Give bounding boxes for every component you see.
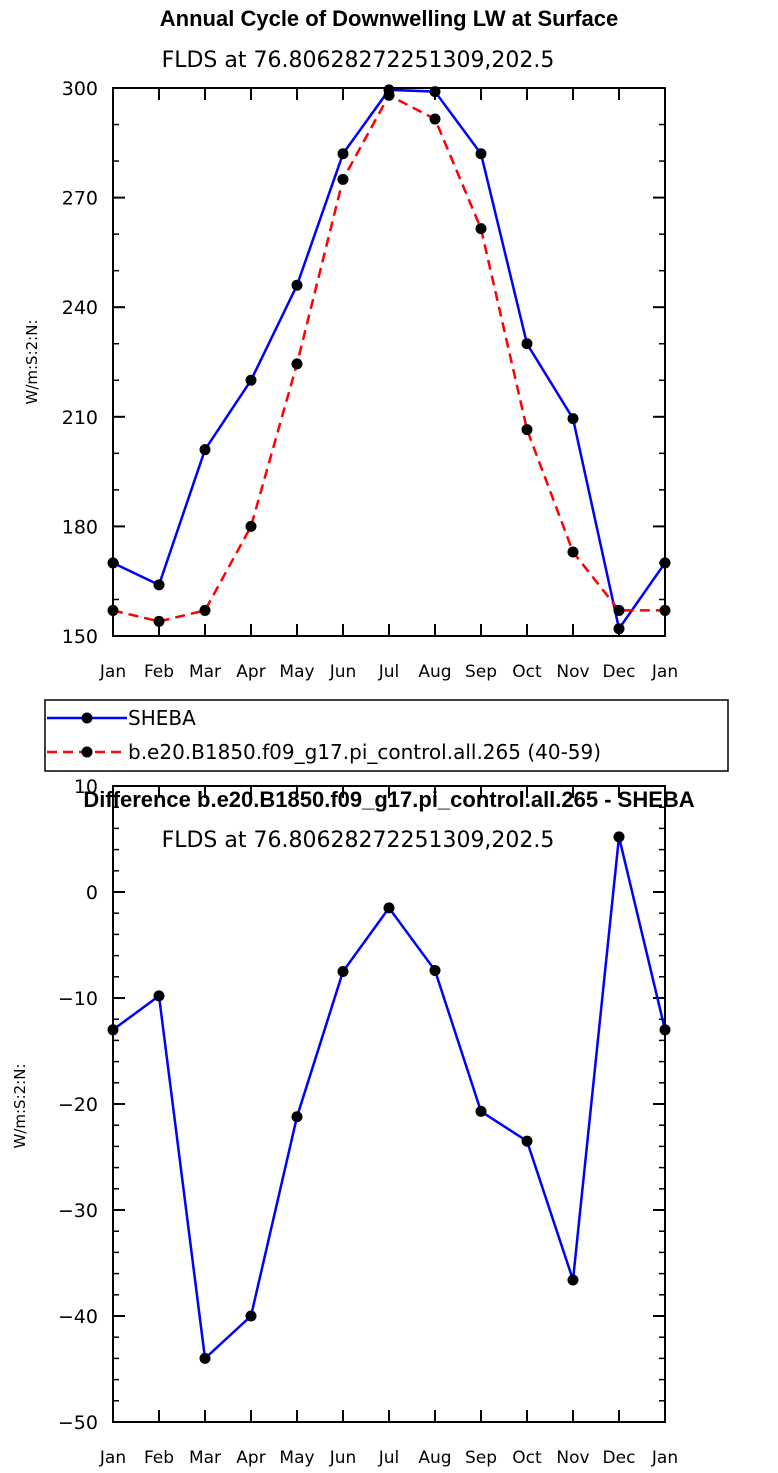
chart2-series-0-point <box>291 1111 303 1123</box>
chart1-series-line-1 <box>112 93 665 623</box>
chart2-series-0-point <box>659 1024 671 1036</box>
chart1-series-0-point <box>199 444 211 456</box>
legend-marker-0 <box>81 712 93 724</box>
chart2-series-0-point <box>199 1352 211 1364</box>
chart2-x-tick-label: Aug <box>418 1448 451 1468</box>
chart2-x-tick-label: Jul <box>378 1448 400 1468</box>
chart2-y-tick-label: 10 <box>74 776 98 798</box>
chart1-series-0-point <box>429 86 441 98</box>
chart1-series-1-point <box>659 604 671 616</box>
chart2-series-0-point <box>245 1310 257 1322</box>
chart1-subtitle: FLDS at 76.80628272251309,202.5 <box>162 48 555 73</box>
chart1-x-tick-label: Jan <box>99 662 126 682</box>
legend: SHEBA b.e20.B1850.f09_g17.pi_control.all.… <box>47 706 601 764</box>
chart2-x-tick-label: Feb <box>144 1448 174 1468</box>
chart1-series-1-point <box>567 546 579 558</box>
chart2-x-tick-label: Mar <box>189 1448 221 1468</box>
chart2-series-0-point <box>337 966 349 977</box>
chart1-series-0-point <box>613 623 625 635</box>
chart1-x-tick-label: Dec <box>603 662 636 682</box>
chart2-series-line-0 <box>112 836 667 1361</box>
chart1-y-tick-label: 210 <box>62 407 98 429</box>
chart2-y-tick-label: −10 <box>58 988 98 1010</box>
chart1-series-1-point <box>245 520 257 532</box>
chart1-x-tick-label: May <box>279 662 314 682</box>
legend-marker-1 <box>81 746 93 758</box>
chart2-series-0-point <box>475 1105 487 1117</box>
chart1-series-0-point <box>291 279 303 291</box>
legend-label-1: b.e20.B1850.f09_g17.pi_control.all.265 (… <box>128 740 601 764</box>
chart2-x-tick-label: Sep <box>465 1448 497 1468</box>
chart1-x-tick-label: Oct <box>512 662 542 682</box>
chart1-series-0-point <box>521 338 533 350</box>
chart1-x-tick-label: Sep <box>465 662 497 682</box>
chart1-y-tick-label: 180 <box>62 516 98 538</box>
chart2-x-tick-label: Apr <box>236 1448 265 1468</box>
chart2-series-0-point <box>521 1135 533 1147</box>
chart1-x-tick-label: Feb <box>144 662 174 682</box>
chart1-series-0-point <box>567 413 579 425</box>
chart1-frame <box>112 87 666 637</box>
chart1-series-1-point <box>521 424 533 436</box>
chart2-series-0-point <box>567 1274 579 1286</box>
chart2-y-tick-label: 0 <box>86 882 98 904</box>
legend-box <box>44 699 729 772</box>
chart2-y-tick-label: −40 <box>58 1306 98 1328</box>
chart2-x-tick-label: Nov <box>556 1448 589 1468</box>
chart1-series-0-point <box>245 374 257 386</box>
chart2-series-0-point <box>383 902 395 914</box>
chart1-series-1-point <box>153 615 165 627</box>
chart1-x-tick-label: Nov <box>556 662 589 682</box>
chart1-series-1-point <box>337 173 349 185</box>
chart2-subtitle: FLDS at 76.80628272251309,202.5 <box>162 828 555 853</box>
chart1-series-1-point <box>383 89 395 101</box>
chart1-y-tick-label: 270 <box>62 188 98 210</box>
chart1-x-tick-label: Jun <box>329 662 357 682</box>
chart1-title: Annual Cycle of Downwelling LW at Surfac… <box>160 6 618 31</box>
chart1-series-1-point <box>107 604 119 616</box>
chart2-x-tick-label: Dec <box>603 1448 636 1468</box>
chart1-series-line-0 <box>112 88 667 632</box>
chart1-series-0-point <box>337 148 349 160</box>
chart2-plot-area: −50 −40 −30 −20 −10 0 10 Jan Feb Mar Apr May Jun Jul A… <box>58 776 678 1468</box>
chart2-x-tick-label: Jan <box>651 1448 678 1468</box>
chart2-y-tick-label: −20 <box>58 1094 98 1116</box>
chart1-x-tick-label: Jul <box>378 662 400 682</box>
chart1-y-tick-label: 240 <box>62 297 98 319</box>
chart2-x-tick-label: Jun <box>329 1448 357 1468</box>
chart1-series-1-point <box>429 113 441 125</box>
chart2-y-tick-label: −50 <box>58 1412 98 1434</box>
chart2-y-axis-label: W/m:S:2:N: <box>11 1064 29 1149</box>
chart2-y-tick-label: −30 <box>58 1200 98 1222</box>
chart1-series-1-point <box>475 223 487 235</box>
chart1-series-0-point <box>659 557 671 569</box>
chart1-series-0-point <box>107 557 119 569</box>
chart1-series-1-point <box>613 604 625 616</box>
chart2-x-tick-label: Jan <box>99 1448 126 1468</box>
chart1-y-tick-label: 150 <box>62 626 98 648</box>
chart2-x-tick-label: May <box>279 1448 314 1468</box>
chart1-series-1-point <box>199 604 211 616</box>
legend-label-0: SHEBA <box>128 706 196 730</box>
chart2-series-0-point <box>153 990 165 1002</box>
chart1-series-0-point <box>153 579 165 591</box>
chart2-series-0-point <box>613 831 625 843</box>
chart1-x-tick-label: Mar <box>189 662 221 682</box>
chart2-frame <box>112 785 666 1423</box>
chart2-x-tick-label: Oct <box>512 1448 542 1468</box>
chart1-x-tick-label: Apr <box>236 662 265 682</box>
chart1-y-axis-label: W/m:S:2:N: <box>23 320 41 405</box>
chart2-series-0-point <box>107 1024 119 1036</box>
chart1-x-tick-label: Aug <box>418 662 451 682</box>
chart2-series-0-point <box>429 964 441 976</box>
chart1-series-0-point <box>475 148 487 160</box>
chart1-plot-area: 150 180 210 240 270 300 Jan Feb Mar Apr May Jun Jul A… <box>62 78 678 682</box>
chart1-series-1-point <box>291 358 303 370</box>
chart1-x-tick-label: Jan <box>651 662 678 682</box>
chart1-y-tick-label: 300 <box>62 78 98 100</box>
